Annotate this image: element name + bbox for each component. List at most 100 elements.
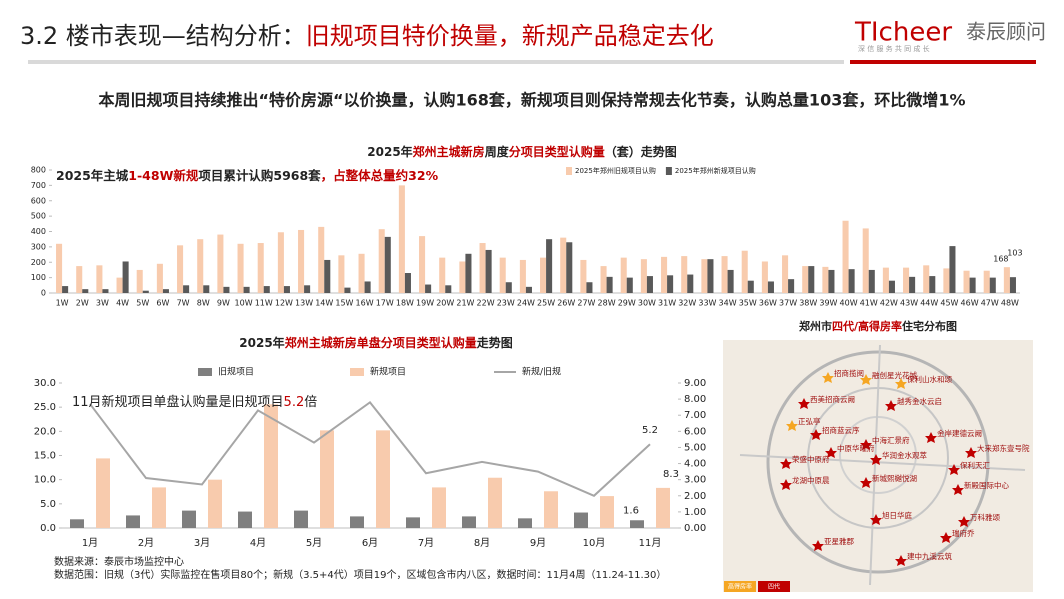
bar bbox=[929, 276, 936, 293]
bar bbox=[741, 250, 748, 293]
data-label: 8.3 bbox=[663, 469, 679, 480]
y-tick-label: 30.0 bbox=[34, 378, 56, 389]
x-tick-label: 3W bbox=[96, 299, 109, 308]
legend-swatch bbox=[198, 368, 212, 376]
bar bbox=[606, 276, 613, 293]
bar bbox=[1003, 267, 1010, 293]
bar bbox=[56, 243, 63, 293]
y-tick-label: 0 bbox=[41, 289, 46, 298]
map-marker bbox=[895, 378, 907, 389]
bar bbox=[983, 270, 990, 293]
text-part: 2025年 bbox=[367, 144, 412, 159]
bar bbox=[217, 234, 224, 293]
map-marker bbox=[786, 420, 798, 431]
map-label: 中海汇景府 bbox=[872, 435, 910, 445]
bar bbox=[989, 277, 996, 293]
bar bbox=[656, 487, 670, 528]
bar bbox=[156, 263, 163, 293]
y-tick-label: 15.0 bbox=[34, 451, 56, 462]
bar bbox=[404, 273, 411, 293]
bar bbox=[640, 259, 647, 293]
bar bbox=[661, 256, 668, 293]
bar bbox=[701, 259, 708, 293]
bar bbox=[264, 404, 278, 528]
bar bbox=[62, 286, 69, 293]
text-part: 走势图 bbox=[477, 335, 513, 350]
map-marker bbox=[825, 447, 837, 458]
map-label: 中原华曜府 bbox=[837, 443, 875, 453]
x-tick-label: 32W bbox=[678, 299, 696, 308]
bar bbox=[546, 239, 553, 293]
bar bbox=[882, 267, 889, 293]
x-tick-label: 46W bbox=[961, 299, 979, 308]
text-part: 5.2 bbox=[284, 395, 305, 410]
map-marker bbox=[870, 454, 882, 465]
tagline: 深 信 服 务 共 同 成 长 bbox=[858, 44, 930, 53]
text-part: 周度 bbox=[485, 144, 510, 159]
x-tick-label: 1月 bbox=[82, 537, 98, 549]
map-label: 新殿国际中心 bbox=[964, 480, 1009, 490]
bar bbox=[518, 518, 532, 528]
y2-tick-label: 6.00 bbox=[684, 426, 706, 437]
bar bbox=[1009, 277, 1016, 293]
map-marker bbox=[822, 372, 834, 383]
data-label: 168 bbox=[993, 255, 1008, 264]
x-tick-label: 15W bbox=[335, 299, 353, 308]
title-rule-accent bbox=[850, 60, 1036, 64]
y2-tick-label: 9.00 bbox=[684, 378, 706, 389]
bar bbox=[182, 510, 196, 528]
x-tick-label: 25W bbox=[537, 299, 555, 308]
x-tick-label: 26W bbox=[557, 299, 575, 308]
text-part: 郑州主城新房 bbox=[413, 144, 485, 159]
bar bbox=[580, 259, 587, 293]
map-marker bbox=[810, 429, 822, 440]
legend-swatch bbox=[350, 368, 364, 376]
map-marker bbox=[780, 458, 792, 469]
x-tick-label: 34W bbox=[719, 299, 737, 308]
title-part: 旧规项目特价换量，新规产品稳定去化 bbox=[306, 22, 714, 50]
bar bbox=[398, 185, 405, 293]
chart-title: 2025年郑州主城新房单盘分项目类型认购量走势图 bbox=[239, 335, 512, 350]
bar bbox=[183, 285, 190, 293]
text-part: 分项目类型认购量 bbox=[509, 144, 605, 159]
bar bbox=[540, 257, 547, 293]
bar bbox=[384, 236, 391, 293]
bar bbox=[544, 491, 558, 528]
y-tick-label: 10.0 bbox=[34, 475, 56, 486]
bar bbox=[923, 265, 930, 293]
bar bbox=[862, 228, 869, 293]
bar bbox=[479, 243, 486, 293]
bar bbox=[243, 286, 250, 293]
bar bbox=[197, 239, 204, 293]
y2-tick-label: 5.00 bbox=[684, 442, 706, 453]
x-tick-label: 38W bbox=[799, 299, 817, 308]
summary: 本周旧规项目持续推出“特价房源“以价换量，认购168套，新规项目则保持常规去化节… bbox=[99, 91, 966, 110]
bar bbox=[238, 511, 252, 528]
bar bbox=[142, 290, 149, 293]
map-marker bbox=[940, 532, 952, 543]
x-tick-label: 12W bbox=[275, 299, 293, 308]
x-tick-label: 5月 bbox=[306, 537, 322, 549]
x-tick-label: 47W bbox=[981, 299, 999, 308]
logo-cn: 泰辰顾问 bbox=[966, 20, 1046, 44]
map-legend-swatch bbox=[758, 581, 790, 592]
x-tick-label: 3月 bbox=[194, 537, 210, 549]
x-tick-label: 2月 bbox=[138, 537, 154, 549]
x-tick-label: 6月 bbox=[362, 537, 378, 549]
bar bbox=[364, 281, 371, 293]
bar bbox=[439, 257, 446, 293]
bar bbox=[969, 277, 976, 293]
bar bbox=[943, 268, 950, 293]
x-tick-label: 5W bbox=[136, 299, 149, 308]
text-part: 11月新规项目单盘认购量是旧规项目 bbox=[72, 394, 284, 410]
x-tick-label: 7W bbox=[177, 299, 190, 308]
y-tick-label: 800 bbox=[31, 166, 46, 175]
bar bbox=[519, 259, 526, 293]
bar bbox=[727, 269, 734, 293]
x-tick-label: 16W bbox=[356, 299, 374, 308]
text-part: 郑州市 bbox=[799, 319, 832, 333]
map-label: 越秀金水云启 bbox=[897, 396, 942, 406]
bar bbox=[586, 282, 593, 293]
y-tick-label: 100 bbox=[31, 273, 46, 282]
map-title: 郑州市四代/高得房率住宅分布图 bbox=[799, 319, 957, 333]
